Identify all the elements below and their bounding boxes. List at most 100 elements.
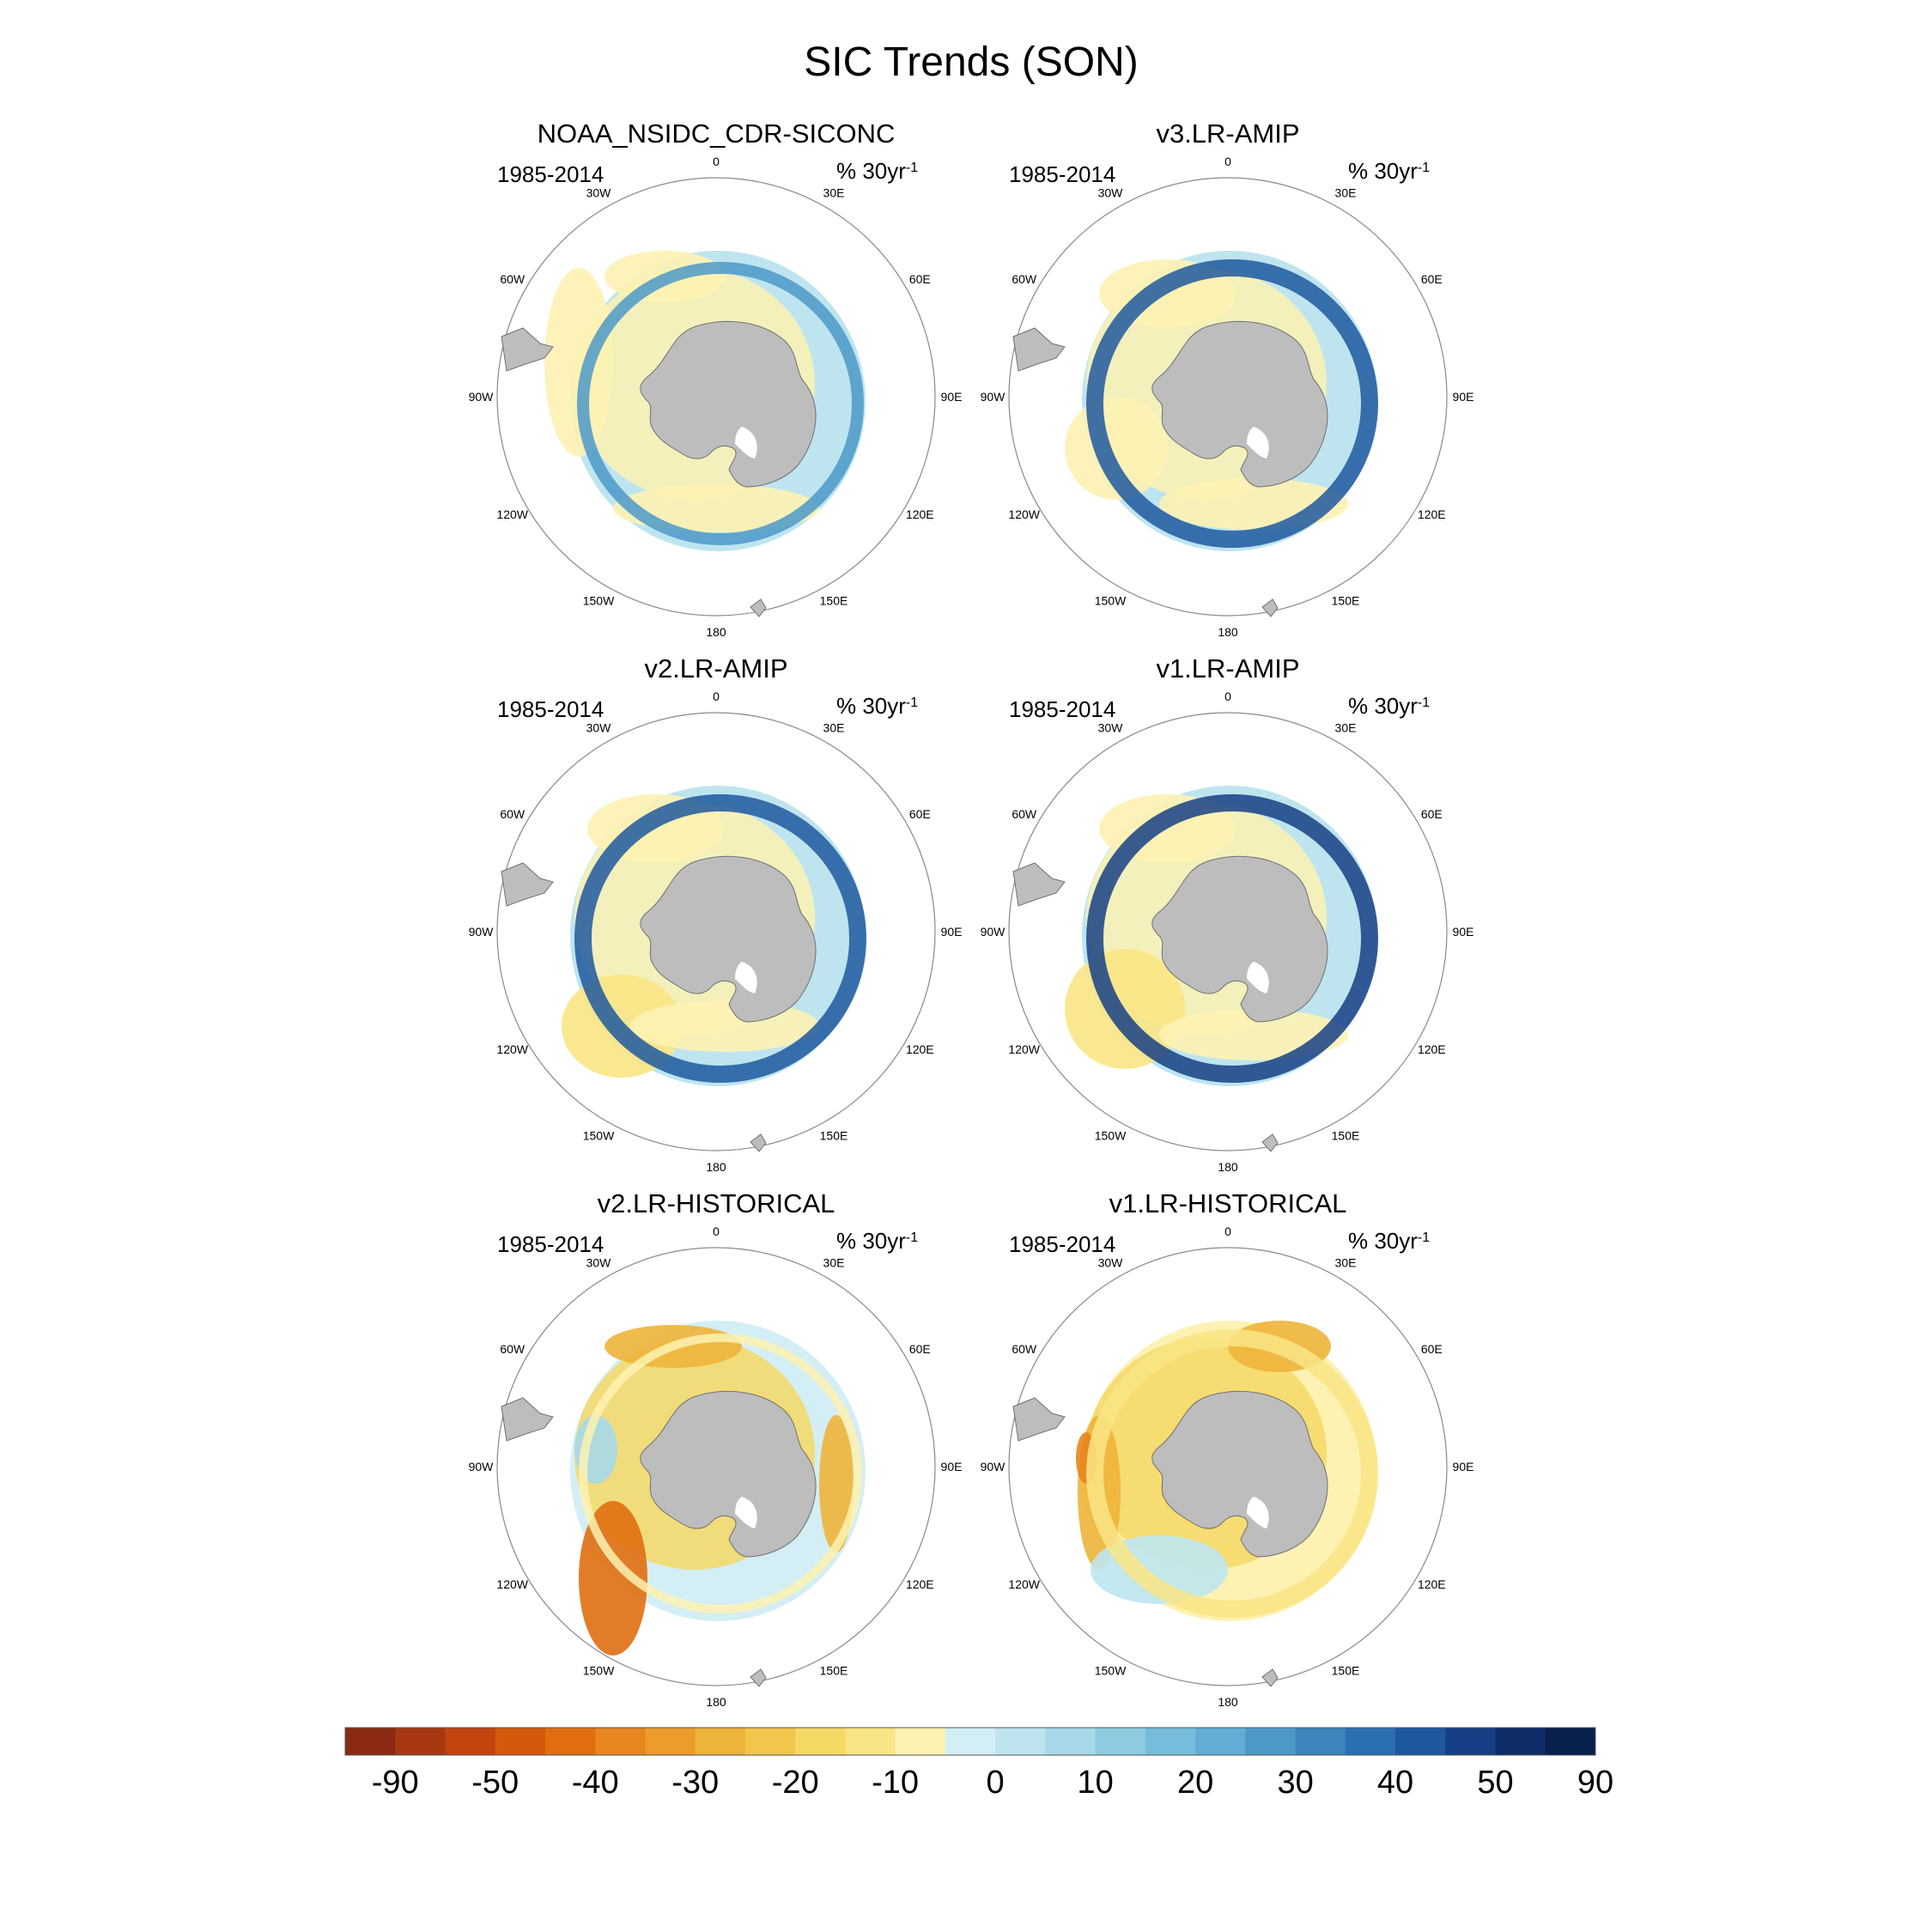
ice-edge-band: [577, 262, 864, 545]
longitude-label: 180: [706, 1695, 726, 1709]
ice-shelf: [735, 427, 757, 459]
colorbar-swatch: [1045, 1728, 1097, 1755]
colorbar-tick-label: -20: [772, 1765, 819, 1801]
longitude-label: 150E: [1332, 593, 1360, 607]
longitude-label: 60E: [1421, 807, 1443, 821]
longitude-label: 150E: [1332, 1663, 1360, 1677]
longitude-label: 0: [713, 690, 720, 703]
colorbar-swatch: [1395, 1728, 1446, 1755]
colorbar-swatch: [945, 1728, 996, 1755]
map-panel: NOAA_NSIDC_CDR-SICONC 1985-2014 % 30yr-1 0 3…: [469, 118, 963, 639]
period-label: 1985-2014: [1009, 161, 1115, 187]
longitude-label: 60W: [500, 1342, 526, 1356]
longitude-label: 0: [1224, 690, 1231, 703]
longitude-label: 150W: [1095, 593, 1127, 607]
colorbar-swatch: [1245, 1728, 1297, 1755]
south-america-landmass: [1012, 862, 1066, 907]
longitude-label: 180: [1218, 625, 1238, 639]
longitude-label: 90W: [469, 1460, 495, 1473]
longitude-label: 150W: [583, 1128, 615, 1142]
new-zealand-landmass: [750, 1668, 767, 1687]
longitude-label: 150W: [1095, 1128, 1127, 1142]
colorbar-swatch: [1495, 1728, 1546, 1755]
colorbar-tick-label: -90: [372, 1765, 419, 1801]
longitude-label: 150W: [583, 593, 615, 607]
south-america-landmass: [1012, 327, 1066, 372]
colorbar-swatch: [744, 1728, 796, 1755]
longitude-label: 30E: [1335, 1256, 1357, 1270]
longitude-label: 120W: [1008, 507, 1040, 521]
longitude-label: 30E: [1335, 186, 1357, 200]
longitude-label: 90W: [981, 390, 1006, 404]
colorbar-swatch: [1445, 1728, 1497, 1755]
colorbar-outline: [344, 1727, 1596, 1756]
longitude-label: 90W: [469, 390, 495, 404]
polar-map: 0 30E 60E 90E 120E 150E 180 150W 120W 90W 60W 30W: [981, 1224, 1474, 1709]
longitude-label: 60E: [909, 1342, 931, 1356]
longitude-label: 60E: [1421, 272, 1443, 286]
longitude-label: 120E: [906, 507, 934, 521]
longitude-label: 60W: [1012, 272, 1037, 286]
longitude-label: 90E: [941, 1460, 963, 1473]
units-label: % 30yr-1: [1348, 693, 1430, 719]
ice-shelf: [735, 1497, 757, 1528]
longitude-label: 180: [1218, 1160, 1238, 1174]
longitude-label: 180: [1218, 1695, 1238, 1709]
longitude-label: 30E: [823, 186, 845, 200]
colorbar-swatch: [544, 1728, 596, 1755]
map-panel: v2.LR-AMIP 1985-2014 % 30yr-1 0 30E 60E 90E 120…: [469, 653, 963, 1174]
polar-map: 0 30E 60E 90E 120E 150E 180 150W 120W 90W 60W 30W: [469, 155, 963, 639]
longitude-label: 150E: [820, 1663, 848, 1677]
colorbar-swatch: [1545, 1728, 1596, 1755]
ice-shelf: [735, 962, 757, 993]
longitude-label: 30W: [1098, 721, 1124, 735]
units-label: % 30yr-1: [836, 158, 918, 184]
colorbar-swatch: [845, 1728, 896, 1755]
longitude-label: 180: [706, 625, 726, 639]
colorbar-swatch: [645, 1728, 696, 1755]
colorbar-tick-label: 10: [1077, 1765, 1113, 1801]
period-label: 1985-2014: [1009, 1231, 1115, 1257]
colorbar-tick-label: 90: [1577, 1765, 1613, 1801]
colorbar-tick-label: -10: [872, 1765, 919, 1801]
polar-map: 0 30E 60E 90E 120E 150E 180 150W 120W 90W 60W 30W: [469, 690, 963, 1174]
colorbar-swatch: [1345, 1728, 1396, 1755]
longitude-label: 30E: [1335, 721, 1357, 735]
longitude-label: 30W: [586, 1256, 612, 1270]
longitude-label: 0: [1224, 155, 1231, 168]
longitude-label: 30W: [586, 186, 612, 200]
colorbar-tick-label: 0: [987, 1765, 1005, 1801]
panel-title: v2.LR-HISTORICAL: [598, 1188, 835, 1218]
longitude-label: 60W: [1012, 1342, 1037, 1356]
longitude-label: 60E: [1421, 1342, 1443, 1356]
colorbar-tick-label: -40: [572, 1765, 619, 1801]
units-label: % 30yr-1: [836, 1228, 918, 1254]
trend-patch: [613, 484, 819, 532]
longitude-label: 90E: [941, 925, 963, 939]
panel-title: NOAA_NSIDC_CDR-SICONC: [538, 118, 896, 149]
longitude-label: 180: [706, 1160, 726, 1174]
map-panels: NOAA_NSIDC_CDR-SICONC 1985-2014 % 30yr-1 0 3…: [469, 118, 1474, 1709]
longitude-label: 30E: [823, 721, 845, 735]
new-zealand-landmass: [750, 598, 767, 617]
period-label: 1985-2014: [497, 161, 604, 187]
ice-shelf: [1247, 962, 1269, 993]
ice-edge-band: [579, 1334, 862, 1613]
polar-map: 0 30E 60E 90E 120E 150E 180 150W 120W 90W 60W 30W: [469, 1224, 963, 1709]
panel-title: v2.LR-AMIP: [644, 653, 787, 683]
colorbar-swatch: [1195, 1728, 1246, 1755]
longitude-label: 60E: [909, 272, 931, 286]
longitude-label: 150W: [1095, 1663, 1127, 1677]
colorbar-tick-label: -50: [471, 1765, 519, 1801]
longitude-label: 120W: [496, 507, 528, 521]
longitude-label: 120W: [1008, 1042, 1040, 1056]
polar-map: 0 30E 60E 90E 120E 150E 180 150W 120W 90W 60W 30W: [981, 155, 1474, 639]
colorbar-swatch: [345, 1728, 396, 1755]
longitude-label: 0: [713, 155, 720, 168]
new-zealand-landmass: [1261, 598, 1279, 617]
colorbar-labels: -90 -50 -40 -30 -20 -10 0 10 20 30 40 50 90: [372, 1765, 1613, 1801]
colorbar: -90 -50 -40 -30 -20 -10 0 10 20 30 40 50 90: [344, 1727, 1613, 1801]
longitude-label: 120W: [496, 1042, 528, 1056]
longitude-label: 150W: [583, 1663, 615, 1677]
longitude-label: 30W: [586, 721, 612, 735]
